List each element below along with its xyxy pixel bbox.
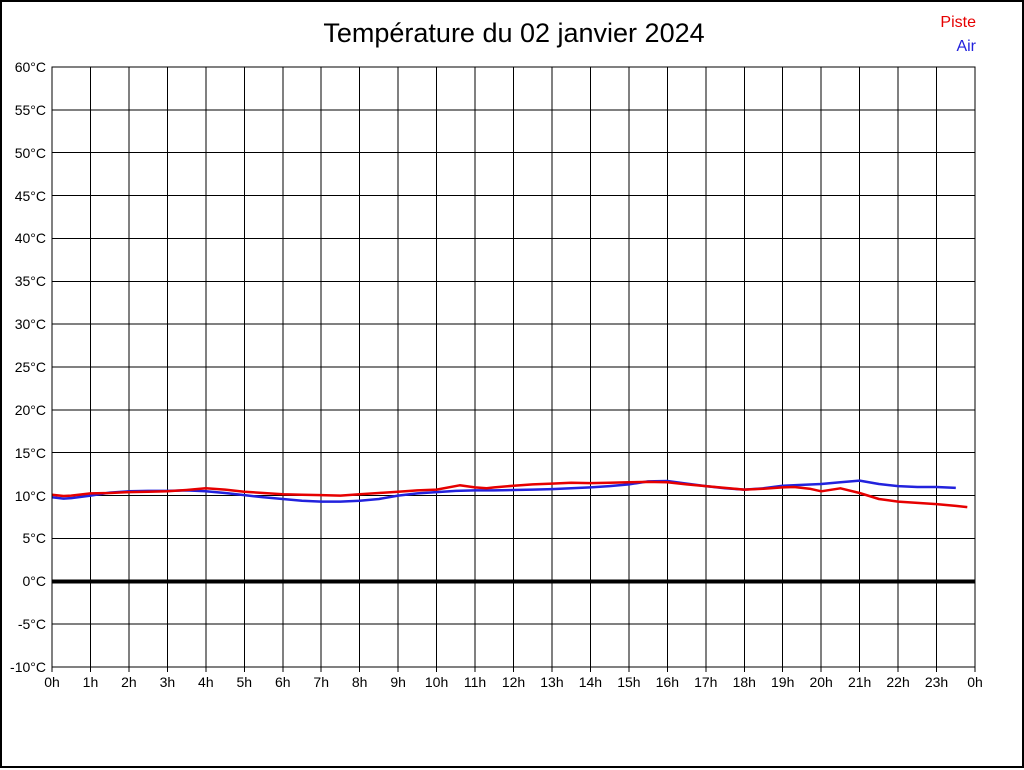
- x-tick-label: 9h: [390, 674, 406, 690]
- legend: Piste Air: [940, 11, 976, 59]
- x-tick-label: 17h: [694, 674, 718, 690]
- y-tick-label: 10°C: [14, 487, 46, 504]
- x-tick-label: 11h: [463, 674, 487, 690]
- y-tick-label: -10°C: [10, 659, 46, 675]
- x-tick-label: 20h: [809, 674, 833, 690]
- x-tick-label: 1h: [82, 674, 99, 690]
- x-tick-label: 3h: [159, 674, 176, 690]
- plot-border: [51, 66, 976, 668]
- x-tick-label: 7h: [313, 674, 329, 690]
- x-tick-label: 22h: [886, 674, 910, 690]
- x-tick-label: 10h: [424, 674, 449, 690]
- y-tick-label: 30°C: [14, 316, 46, 333]
- x-tick-label: 0h: [967, 674, 983, 690]
- y-tick-label: 20°C: [14, 401, 46, 418]
- chart-title: Température du 02 janvier 2024: [323, 18, 705, 48]
- x-tick-label: 4h: [198, 674, 214, 690]
- x-tick-label: 14h: [578, 674, 603, 690]
- legend-item-air: Air: [956, 38, 976, 55]
- y-tick-label: 45°C: [14, 187, 46, 204]
- x-tick-label: 21h: [847, 674, 872, 690]
- y-tick-label: 55°C: [14, 101, 46, 118]
- y-tick-label: 40°C: [14, 230, 46, 247]
- y-tick-label: 0°C: [22, 573, 47, 590]
- x-tick-label: 13h: [540, 674, 564, 690]
- x-tick-label: 23h: [924, 674, 949, 690]
- y-tick-label: 35°C: [14, 273, 46, 290]
- x-tick-label: 19h: [771, 674, 795, 690]
- y-tick-label: -5°C: [17, 616, 46, 633]
- series-line-piste: [51, 480, 968, 509]
- y-tick-label: 60°C: [14, 59, 46, 75]
- x-tick-label: 0h: [44, 674, 60, 690]
- x-tick-label: 18h: [732, 674, 756, 690]
- y-tick-label: 25°C: [14, 359, 46, 375]
- x-tick-label: 15h: [617, 674, 641, 690]
- x-tick-label: 8h: [351, 674, 368, 690]
- y-tick-label: 5°C: [22, 530, 47, 547]
- y-tick-label: 15°C: [14, 444, 46, 461]
- x-tick-label: 12h: [501, 674, 526, 690]
- x-tick-label: 2h: [121, 674, 137, 690]
- x-tick-label: 6h: [274, 674, 291, 690]
- y-tick-label: 50°C: [14, 144, 46, 161]
- x-tick-label: 16h: [655, 674, 679, 690]
- x-tick-label: 5h: [236, 674, 253, 690]
- legend-item-piste: Piste: [940, 14, 976, 31]
